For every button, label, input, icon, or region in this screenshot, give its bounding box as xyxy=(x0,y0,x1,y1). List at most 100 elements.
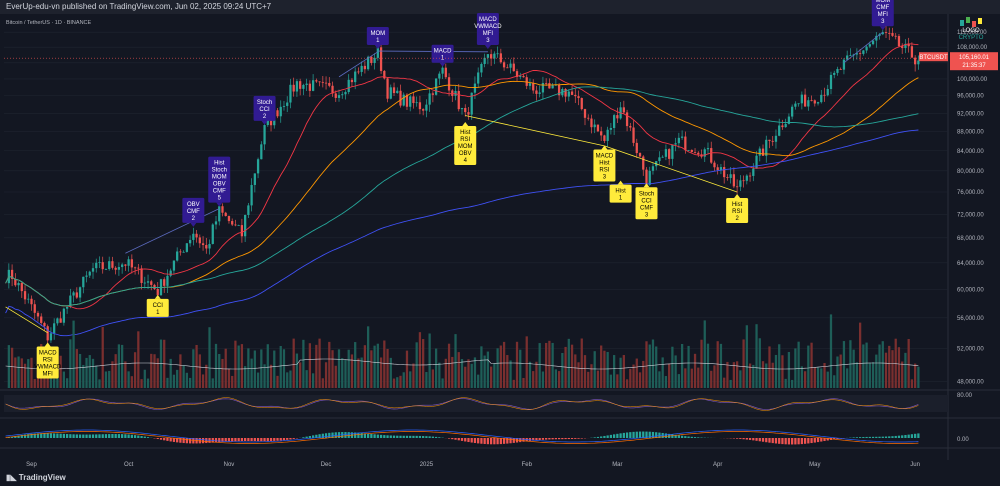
macd-histogram-bar xyxy=(214,438,218,443)
divergence-label-text: MACD xyxy=(479,17,497,23)
tradingview-logo[interactable]: ▮◣ TradingView xyxy=(6,473,66,482)
candle xyxy=(557,84,561,96)
candle xyxy=(95,262,98,269)
candle xyxy=(276,110,279,117)
x-tick-label: Sep xyxy=(26,462,37,468)
macd-histogram-bar xyxy=(684,436,687,438)
osc1-band xyxy=(4,395,948,412)
divergence-label-text: MOM xyxy=(875,0,890,4)
y-tick-label: 88,000.00 xyxy=(957,130,984,136)
volume-bar xyxy=(697,367,700,388)
osc1-line xyxy=(5,398,919,410)
volume-bar xyxy=(648,344,651,388)
macd-histogram-bar xyxy=(739,438,742,439)
macd-histogram-bar xyxy=(745,438,748,440)
volume-bar xyxy=(146,378,150,388)
volume-bar xyxy=(69,339,72,388)
volume-bar xyxy=(188,377,192,388)
candle xyxy=(512,63,515,72)
macd-histogram-bar xyxy=(545,438,548,440)
candle xyxy=(169,270,172,276)
volume-bar xyxy=(729,379,732,388)
divergence-label-text: 4 xyxy=(464,158,468,164)
volume-bar xyxy=(256,372,260,388)
macd-histogram-bar xyxy=(370,433,373,438)
volume-bar xyxy=(127,371,130,388)
candle xyxy=(412,96,415,104)
candle xyxy=(65,306,69,309)
candle xyxy=(318,81,321,83)
volume-bar xyxy=(108,370,111,388)
candle xyxy=(33,304,36,313)
volume-bar xyxy=(661,357,664,388)
candle xyxy=(687,149,690,151)
candle xyxy=(496,53,499,55)
candle xyxy=(629,126,632,128)
logo-bar xyxy=(978,18,982,24)
macd-histogram-bar xyxy=(237,438,240,442)
volume-bar xyxy=(907,339,910,388)
candle xyxy=(360,65,363,72)
volume-bar xyxy=(664,376,668,388)
volume-bar xyxy=(545,342,548,388)
macd-histogram-bar xyxy=(570,438,574,439)
candle xyxy=(143,282,146,284)
macd-histogram-bar xyxy=(143,436,146,438)
last-price-tag xyxy=(950,52,998,71)
candle xyxy=(580,98,583,110)
macd-histogram-bar xyxy=(567,438,570,440)
candle xyxy=(771,140,774,142)
candle xyxy=(833,72,836,75)
macd-histogram-bar xyxy=(596,436,600,438)
macd-histogram-bar xyxy=(49,433,53,438)
candle xyxy=(765,139,768,156)
candle xyxy=(20,282,23,292)
macd-histogram-bar xyxy=(269,438,273,442)
divergence-label-box xyxy=(208,156,231,203)
candle xyxy=(43,322,46,327)
x-tick-label: 2025 xyxy=(420,462,434,468)
macd-histogram-bar xyxy=(797,438,800,445)
volume-bar xyxy=(201,374,205,388)
candle xyxy=(208,243,211,249)
macd-histogram-bar xyxy=(117,434,121,438)
volume-bar xyxy=(587,371,590,388)
candle xyxy=(849,55,852,56)
macd-histogram-bar xyxy=(163,438,166,441)
candle xyxy=(464,108,467,113)
volume-bar xyxy=(392,378,396,388)
moving-average-line xyxy=(5,129,919,337)
candle xyxy=(172,260,176,271)
macd-histogram-bar xyxy=(800,438,803,445)
y-tick-label: 96,000.00 xyxy=(957,94,984,100)
macd-histogram-bar xyxy=(917,433,920,438)
brand-logo xyxy=(960,17,982,27)
macd-histogram-bar xyxy=(156,438,159,440)
candle xyxy=(431,93,435,95)
candle xyxy=(755,155,758,169)
divergence-label-text: MOM xyxy=(371,31,386,37)
candle xyxy=(622,107,625,113)
volume-bar xyxy=(512,379,515,388)
volume-bar xyxy=(493,363,496,388)
volume-bar xyxy=(580,338,583,388)
candle xyxy=(240,225,244,237)
macd-histogram-bar xyxy=(813,438,816,443)
candle xyxy=(729,174,732,178)
volume-bar xyxy=(917,366,920,388)
candle xyxy=(493,53,496,59)
volume-bar xyxy=(797,341,800,388)
volume-bar xyxy=(337,349,341,388)
candle xyxy=(311,80,315,91)
candle xyxy=(331,85,334,94)
macd-histogram-bar xyxy=(460,438,464,441)
macd-histogram-bar xyxy=(464,438,467,442)
candle xyxy=(846,55,849,60)
divergence-label-text: MFI xyxy=(878,12,889,18)
macd-histogram-bar xyxy=(833,438,836,440)
candle xyxy=(201,243,205,246)
divergence-label-text: VWMACD xyxy=(34,364,62,370)
candle xyxy=(146,281,150,283)
macd-histogram-bar xyxy=(768,438,771,443)
